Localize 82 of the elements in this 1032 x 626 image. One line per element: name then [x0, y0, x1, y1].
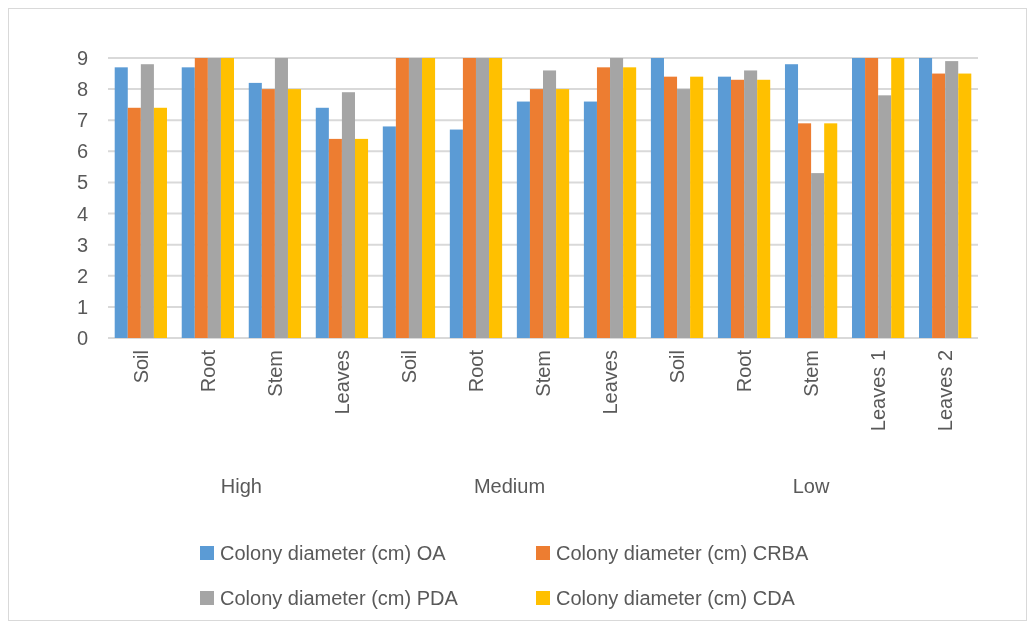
- bar: [248, 82, 262, 338]
- bar: [408, 58, 423, 338]
- bar: [181, 67, 195, 338]
- text: Low: [792, 475, 830, 497]
- x-tick-label: Soil: [666, 350, 689, 384]
- bar: [114, 67, 128, 338]
- legend-label: Colony diameter (cm) CRBA: [556, 542, 809, 564]
- x-tick-label: Stem: [263, 350, 286, 397]
- bar: [583, 101, 597, 338]
- bar: [449, 129, 463, 338]
- bar: [798, 123, 812, 338]
- bar: [784, 64, 799, 338]
- bar: [354, 138, 369, 338]
- bar: [328, 138, 342, 338]
- bar: [677, 89, 691, 338]
- bar: [395, 58, 409, 338]
- y-tick-label: 0: [76, 327, 88, 349]
- y-tick-label: 4: [76, 202, 88, 225]
- y-tick-label: 8: [76, 78, 88, 101]
- bar: [757, 79, 771, 338]
- bar: [274, 58, 288, 338]
- bar: [287, 89, 302, 338]
- y-tick-label: 1: [76, 295, 88, 318]
- text: Medium: [473, 475, 546, 497]
- bar: [261, 89, 275, 338]
- x-tick-label: Soil: [129, 350, 152, 384]
- bar: [341, 92, 355, 338]
- bar: [315, 107, 329, 338]
- bar: [220, 58, 235, 338]
- y-tick-label: 5: [76, 171, 88, 194]
- legend-label: Colony diameter (cm) PDA: [220, 587, 459, 609]
- bar: [731, 79, 745, 338]
- bar: [422, 58, 436, 338]
- bar: [932, 73, 946, 338]
- y-tick-label: 2: [76, 264, 88, 287]
- x-tick-label: Stem: [532, 350, 554, 397]
- bar: [663, 76, 678, 338]
- legend-label: Colony diameter (cm) OA: [220, 542, 447, 564]
- bar: [891, 58, 905, 338]
- bar: [529, 89, 543, 338]
- x-tick-label: Root: [196, 349, 219, 393]
- bar: [489, 58, 503, 338]
- x-tick-label: Leaves: [330, 350, 353, 415]
- bar: [516, 101, 530, 338]
- x-tick-label: Root: [464, 349, 487, 393]
- bar: [744, 70, 758, 338]
- bar: [127, 107, 141, 338]
- bar: [194, 58, 208, 338]
- x-tick-label: Leaves: [599, 350, 622, 415]
- bar: [824, 123, 838, 338]
- bar: [543, 70, 557, 338]
- bar: [878, 95, 892, 338]
- x-tick-label: Root: [733, 349, 756, 393]
- x-tick-label: Leaves 1: [867, 350, 890, 432]
- x-tick-label: Soil: [397, 350, 420, 384]
- bar: [596, 67, 611, 338]
- y-tick-label: 6: [76, 140, 88, 163]
- bar: [919, 58, 933, 338]
- bar: [650, 58, 664, 338]
- y-tick-label: 7: [76, 109, 88, 132]
- bar: [140, 64, 154, 338]
- y-tick-label: 3: [76, 233, 88, 256]
- y-tick-label: 9: [76, 47, 88, 69]
- bar: [958, 73, 972, 338]
- bar: [690, 76, 704, 338]
- x-tick-label: Stem: [800, 350, 823, 397]
- text: High: [220, 475, 262, 497]
- bar: [811, 173, 825, 338]
- legend-label: Colony diameter (cm) CDA: [556, 587, 796, 609]
- bar: [623, 67, 637, 338]
- bar: [153, 107, 167, 338]
- bar: [851, 58, 866, 338]
- bar: [462, 58, 476, 338]
- bar: [382, 126, 396, 338]
- bar: [717, 76, 732, 338]
- bar: [610, 58, 624, 338]
- x-tick-label: Leaves 2: [934, 350, 957, 432]
- bar: [556, 89, 570, 338]
- bar: [865, 58, 879, 338]
- bar: [475, 58, 490, 338]
- bar: [207, 58, 221, 338]
- bar: [945, 61, 959, 338]
